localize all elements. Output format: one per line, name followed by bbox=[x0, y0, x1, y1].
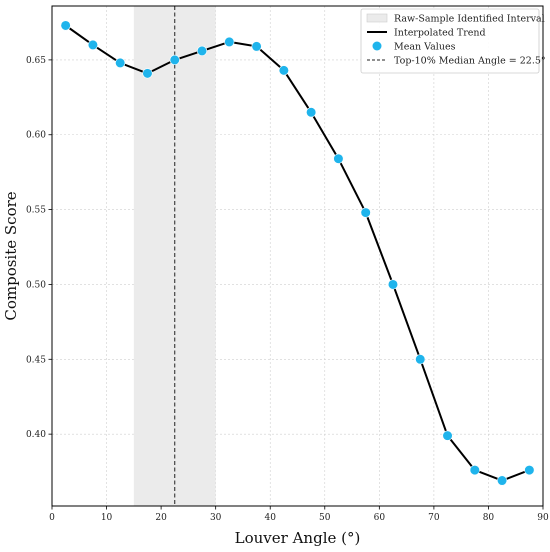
legend-mean-swatch bbox=[372, 41, 382, 51]
x-tick-label: 30 bbox=[210, 513, 222, 523]
x-tick-label: 90 bbox=[537, 513, 549, 523]
mean-point bbox=[224, 36, 235, 48]
mean-point bbox=[115, 57, 126, 68]
mean-point bbox=[60, 20, 71, 31]
x-tick-label: 60 bbox=[374, 513, 386, 523]
legend-mean-label: Mean Values bbox=[394, 42, 456, 53]
legend-interval-label: Raw-Sample Identified Interval bbox=[394, 14, 545, 25]
plot-frame bbox=[51, 5, 544, 507]
mean-point bbox=[360, 207, 371, 218]
x-axis-title: Louver Angle (°) bbox=[235, 529, 361, 547]
mean-point bbox=[87, 39, 99, 51]
ticks: 0 10 20 30 40 50 60 70 80 90 0.40 0.45 0.50 0.55 0.60 0… bbox=[26, 56, 549, 523]
mean-point bbox=[278, 65, 289, 76]
legend-interval-swatch bbox=[366, 13, 388, 23]
y-tick-label: 0.40 bbox=[26, 430, 46, 440]
grid bbox=[51, 6, 544, 506]
mean-point bbox=[142, 68, 153, 79]
y-tick-label: 0.50 bbox=[26, 280, 46, 290]
mean-point bbox=[469, 464, 480, 476]
y-tick-label: 0.65 bbox=[26, 56, 46, 66]
legend-median-label: Top-10% Median Angle = 22.5° bbox=[394, 56, 546, 67]
mean-point bbox=[333, 153, 344, 164]
x-tick-label: 10 bbox=[101, 513, 113, 523]
legend-box bbox=[360, 8, 540, 74]
y-tick-label: 0.55 bbox=[26, 206, 46, 216]
mean-point bbox=[169, 54, 180, 65]
y-tick-label: 0.45 bbox=[26, 355, 46, 365]
legend-trend-label: Interpolated Trend bbox=[394, 28, 486, 39]
legend: Raw-Sample Identified Interval Interpola… bbox=[360, 8, 546, 74]
mean-point bbox=[387, 279, 399, 290]
mean-point bbox=[196, 45, 208, 57]
mean-point bbox=[496, 475, 508, 486]
x-tick-label: 50 bbox=[319, 513, 331, 523]
y-tick-label: 0.60 bbox=[26, 131, 46, 141]
y-axis-title: Composite Score bbox=[2, 191, 20, 320]
x-tick-label: 20 bbox=[155, 513, 167, 523]
x-tick-label: 80 bbox=[483, 513, 495, 523]
mean-point bbox=[306, 107, 317, 118]
x-tick-label: 70 bbox=[428, 513, 440, 523]
mean-point bbox=[442, 430, 453, 441]
mean-point bbox=[251, 41, 262, 52]
x-tick-label: 40 bbox=[264, 513, 276, 523]
mean-point bbox=[524, 464, 535, 476]
mean-point bbox=[415, 354, 426, 365]
x-tick-label: 0 bbox=[49, 513, 55, 523]
series-layer bbox=[60, 20, 535, 486]
